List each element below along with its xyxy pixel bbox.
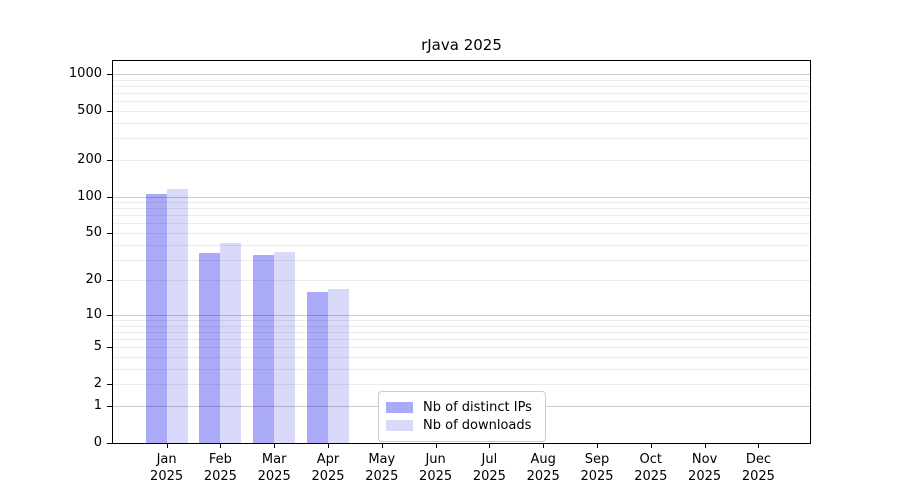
gridline-200 xyxy=(113,159,810,161)
y-tick-10 xyxy=(107,314,112,316)
gridline-600 xyxy=(113,101,810,103)
x-tick-label-sep: Sep 2025 xyxy=(580,452,614,484)
x-tick-jan xyxy=(166,444,168,448)
bar-downloads-feb xyxy=(220,243,242,443)
x-tick-label-feb: Feb 2025 xyxy=(203,452,237,484)
gridline-1000 xyxy=(113,74,810,75)
y-tick-50 xyxy=(107,233,112,234)
gridline-60 xyxy=(113,223,810,225)
bar-downloads-mar xyxy=(274,251,296,443)
gridline-80 xyxy=(113,208,810,210)
y-tick-5 xyxy=(107,347,112,349)
gridline-100 xyxy=(113,196,810,198)
x-tick-jul xyxy=(489,444,491,448)
gridline-40 xyxy=(113,244,810,246)
x-tick-oct xyxy=(650,444,652,448)
x-tick-label-may: May 2025 xyxy=(365,452,399,484)
gridline-900 xyxy=(113,79,810,81)
x-tick-label-nov: Nov 2025 xyxy=(688,452,722,484)
x-tick-label-jan: Jan 2025 xyxy=(150,452,184,484)
y-tick-label-50: 50 xyxy=(85,225,102,240)
legend-entry-distinct-ips: Nb of distinct IPs xyxy=(386,399,537,416)
bar-distinct-ips-apr xyxy=(307,291,328,443)
bar-distinct-ips-mar xyxy=(253,254,275,443)
x-tick-label-aug: Aug 2025 xyxy=(526,452,560,484)
y-tick-label-1: 1 xyxy=(93,398,102,413)
y-tick-100 xyxy=(107,196,112,198)
y-tick-label-500: 500 xyxy=(77,102,102,118)
gridline-70 xyxy=(113,215,810,217)
x-tick-may xyxy=(381,444,383,448)
x-tick-label-dec: Dec 2025 xyxy=(741,452,775,484)
gridline-90 xyxy=(113,202,810,204)
chart-title: rJava 2025 xyxy=(421,36,502,54)
y-tick-1000 xyxy=(107,74,112,75)
y-tick-200 xyxy=(107,159,112,161)
y-tick-500 xyxy=(107,110,112,112)
x-tick-nov xyxy=(704,444,706,448)
gridline-400 xyxy=(113,122,810,124)
y-tick-label-5: 5 xyxy=(93,339,102,355)
plot-area xyxy=(112,60,811,444)
legend: Nb of distinct IPs Nb of downloads xyxy=(378,391,546,442)
gridline-800 xyxy=(113,85,810,87)
x-tick-aug xyxy=(543,444,545,448)
legend-label-distinct-ips: Nb of distinct IPs xyxy=(423,400,532,415)
legend-swatch-distinct-ips xyxy=(386,402,413,413)
y-tick-label-1000: 1000 xyxy=(68,66,102,81)
x-tick-label-jun: Jun 2025 xyxy=(419,452,453,484)
gridline-500 xyxy=(113,110,810,112)
y-tick-label-200: 200 xyxy=(77,151,102,167)
x-tick-label-jul: Jul 2025 xyxy=(472,452,506,484)
y-tick-1 xyxy=(107,406,112,407)
x-tick-sep xyxy=(597,444,598,448)
x-tick-apr xyxy=(328,444,329,448)
y-tick-label-0: 0 xyxy=(93,435,102,450)
x-tick-jun xyxy=(435,444,437,448)
y-tick-label-10: 10 xyxy=(85,306,102,322)
x-tick-mar xyxy=(274,444,276,448)
x-tick-label-apr: Apr 2025 xyxy=(311,452,345,484)
gridline-700 xyxy=(113,93,810,94)
legend-entry-downloads: Nb of downloads xyxy=(386,417,537,434)
bar-distinct-ips-jan xyxy=(145,193,167,443)
bar-distinct-ips-feb xyxy=(199,253,221,443)
x-tick-label-mar: Mar 2025 xyxy=(257,452,291,484)
legend-label-downloads: Nb of downloads xyxy=(423,418,532,433)
y-tick-label-100: 100 xyxy=(77,188,102,204)
gridline-300 xyxy=(113,138,810,140)
y-tick-label-2: 2 xyxy=(93,376,102,392)
y-tick-20 xyxy=(107,280,112,282)
x-tick-feb xyxy=(220,444,222,448)
x-tick-dec xyxy=(758,444,760,448)
gridline-50 xyxy=(113,233,810,234)
legend-swatch-downloads xyxy=(386,420,413,431)
x-tick-label-oct: Oct 2025 xyxy=(634,452,668,484)
y-tick-2 xyxy=(107,384,112,386)
bar-downloads-apr xyxy=(328,288,349,443)
y-tick-0 xyxy=(107,443,112,444)
y-tick-label-20: 20 xyxy=(85,272,102,288)
bar-downloads-jan xyxy=(166,188,188,443)
